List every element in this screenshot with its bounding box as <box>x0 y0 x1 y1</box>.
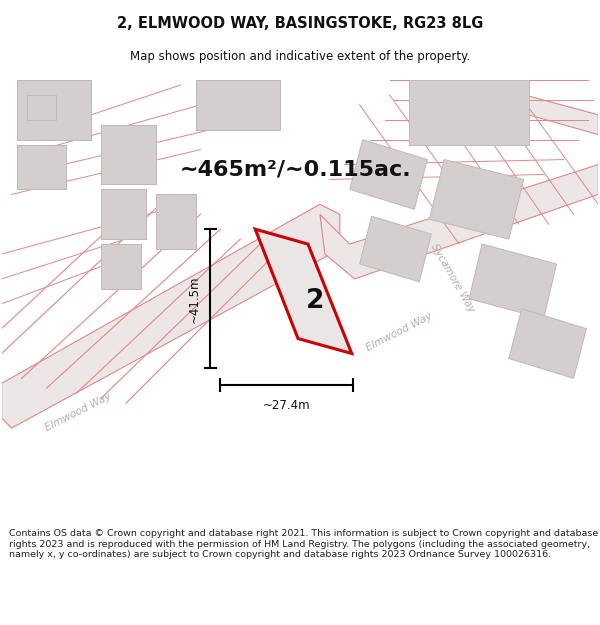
Text: ~465m²/~0.115ac.: ~465m²/~0.115ac. <box>179 159 411 179</box>
Text: 2, ELMWOOD WAY, BASINGSTOKE, RG23 8LG: 2, ELMWOOD WAY, BASINGSTOKE, RG23 8LG <box>117 16 483 31</box>
Polygon shape <box>2 204 340 428</box>
Text: Contains OS data © Crown copyright and database right 2021. This information is : Contains OS data © Crown copyright and d… <box>9 529 598 559</box>
Polygon shape <box>509 309 586 378</box>
Polygon shape <box>101 125 156 184</box>
Polygon shape <box>429 159 524 239</box>
Polygon shape <box>17 80 91 139</box>
Polygon shape <box>350 139 427 209</box>
Polygon shape <box>424 80 598 135</box>
Text: ~41.5m: ~41.5m <box>188 275 200 322</box>
Text: Sycamore Way: Sycamore Way <box>429 242 476 314</box>
Text: ~27.4m: ~27.4m <box>263 399 310 412</box>
Polygon shape <box>196 80 280 130</box>
Polygon shape <box>26 95 56 120</box>
Polygon shape <box>359 216 431 282</box>
Text: Elmwood Way: Elmwood Way <box>43 391 113 433</box>
Text: Map shows position and indicative extent of the property.: Map shows position and indicative extent… <box>130 49 470 62</box>
Polygon shape <box>320 164 598 279</box>
Polygon shape <box>101 244 141 289</box>
Polygon shape <box>156 194 196 249</box>
Polygon shape <box>101 189 146 239</box>
Polygon shape <box>17 144 66 189</box>
Polygon shape <box>409 80 529 144</box>
Text: Elmwood Way: Elmwood Way <box>365 311 434 354</box>
Text: 2: 2 <box>306 288 325 314</box>
Polygon shape <box>469 244 557 319</box>
Polygon shape <box>255 229 352 354</box>
